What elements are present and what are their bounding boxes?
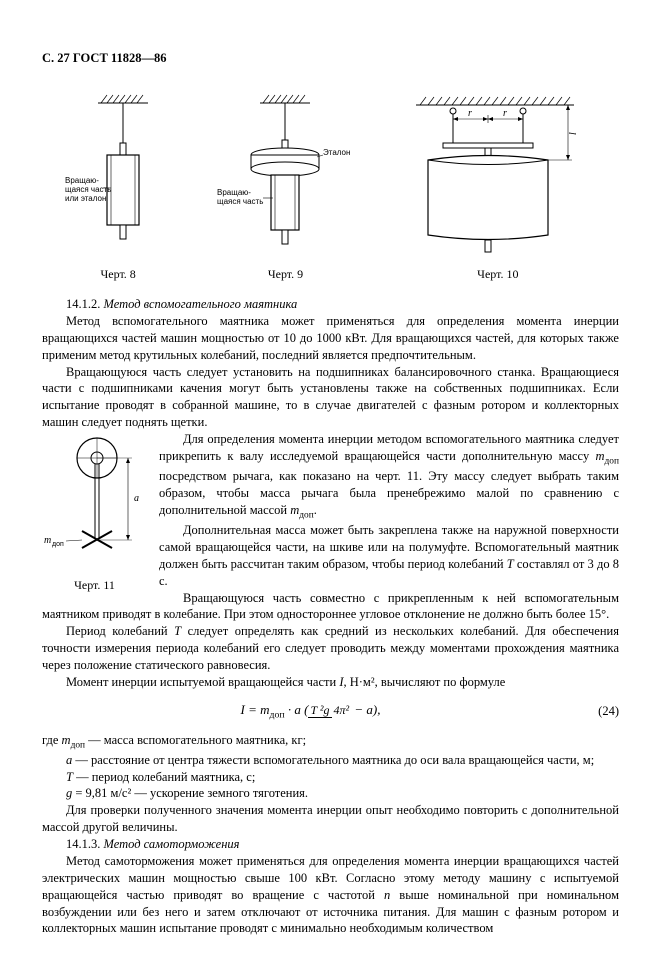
svg-text:или эталон: или эталон (65, 194, 106, 203)
formula-24: I = mдоп · a (T ²g4π² − a), (24) (42, 701, 619, 722)
svg-text:a: a (134, 493, 139, 504)
where-m: где mдоп — масса вспомогательного маятни… (42, 732, 619, 752)
fig10-caption: Черт. 10 (398, 266, 598, 282)
p-14-1-2-1: Метод вспомогательного маятника может пр… (42, 313, 619, 364)
where-g: g = 9,81 м/с² — ускорение земного тяготе… (42, 785, 619, 802)
svg-text:m: m (44, 535, 51, 546)
figure-captions-row: Черт. 8 Черт. 9 Черт. 10 (42, 266, 619, 282)
fig8-caption: Черт. 8 (63, 266, 173, 282)
figure-8: Вращаю- щаяся часть или эталон (63, 85, 173, 260)
svg-text:Вращаю-: Вращаю- (217, 188, 251, 197)
figures-row: Вращаю- щаяся часть или эталон (42, 85, 619, 260)
svg-text:доп: доп (52, 541, 64, 548)
where-block: где mдоп — масса вспомогательного маятни… (42, 732, 619, 803)
svg-text:щаяся часть: щаяся часть (217, 197, 263, 206)
formula-expression: I = mдоп · a (T ²g4π² − a), (42, 701, 579, 722)
svg-text:щаяся часть: щаяся часть (65, 185, 111, 194)
p-14-1-2-5: Вращающуюся часть совместно с прикреплен… (42, 590, 619, 624)
section-title: Метод вспомогательного маятника (104, 297, 298, 311)
figure-11: a m доп Черт. 11 (42, 433, 147, 593)
figure-9: Вращаю- щаяся часть Эталон (215, 85, 355, 260)
where-a: a — расстояние от центра тяжести вспомог… (42, 752, 619, 769)
fig11-caption: Черт. 11 (42, 577, 147, 593)
section-14-1-2-heading: 14.1.2. Метод вспомогательного маятника (42, 296, 619, 313)
section-title: Метод самоторможения (104, 837, 240, 851)
fig9-caption: Черт. 9 (215, 266, 355, 282)
page-header: С. 27 ГОСТ 11828—86 (42, 50, 619, 67)
where-T: T — период колебаний маятника, с; (42, 769, 619, 786)
p-14-1-2-7: Момент инерции испытуемой вращающейся ча… (42, 674, 619, 691)
svg-text:r: r (468, 108, 472, 119)
section-num: 14.1.2. (66, 297, 100, 311)
svg-text:Вращаю-: Вращаю- (65, 176, 99, 185)
svg-text:Эталон: Эталон (323, 148, 350, 157)
p-check: Для проверки полученного значения момент… (42, 802, 619, 836)
svg-text:r: r (503, 108, 507, 119)
figure-10: r r l (398, 85, 598, 260)
p-14-1-2-6: Период колебаний T следует определять ка… (42, 623, 619, 674)
p-14-1-3-1: Метод самоторможения может применяться д… (42, 853, 619, 937)
section-num: 14.1.3. (66, 837, 100, 851)
section-14-1-3-heading: 14.1.3. Метод самоторможения (42, 836, 619, 853)
formula-number: (24) (579, 703, 619, 720)
p-14-1-2-2: Вращающуюся часть следует установить на … (42, 364, 619, 432)
svg-text:l: l (568, 132, 579, 135)
